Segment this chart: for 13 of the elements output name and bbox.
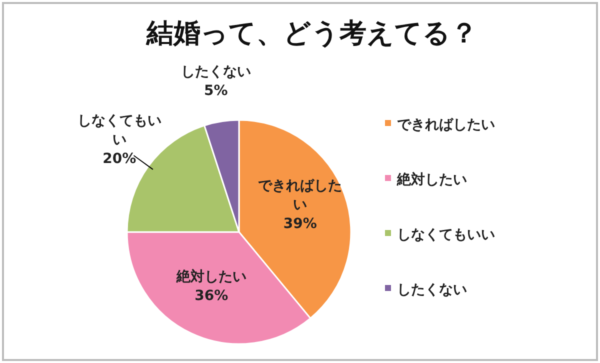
data-label: 36% — [194, 288, 228, 304]
legend-label: 絶対したい — [396, 170, 467, 188]
legend-label: できればしたい — [397, 116, 495, 133]
legend-label: しなくてもいい — [397, 226, 495, 243]
data-label: 5% — [204, 82, 228, 99]
chart-title: 結婚って、どう考えてる？ — [146, 18, 478, 49]
legend-label: したくない — [397, 282, 467, 298]
slice-label: できればした い — [258, 178, 342, 213]
slice-label: 絶対したい — [175, 268, 246, 285]
slice-label: しなくてもい い — [77, 113, 162, 148]
data-label: 20% — [102, 151, 136, 168]
data-label: 39% — [283, 216, 317, 232]
slice-label: したくない — [180, 64, 251, 80]
